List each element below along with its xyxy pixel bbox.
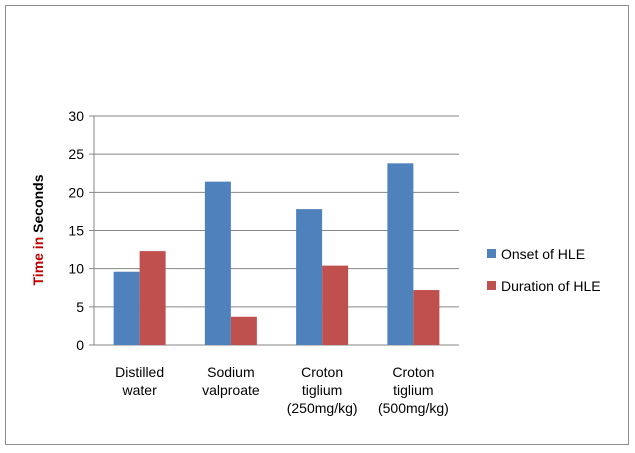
- bar-duration-of-hle: [322, 265, 349, 345]
- chart-frame: [5, 5, 629, 445]
- legend-swatch: [487, 249, 496, 258]
- bar-duration-of-hle: [139, 251, 166, 345]
- x-category-label: Distilled water: [115, 364, 164, 398]
- y-tick-label: 5: [76, 299, 84, 315]
- legend-swatch: [487, 281, 496, 290]
- y-tick-labels: 0 5 10 15 20 25 30: [68, 108, 84, 353]
- y-tick-label: 25: [68, 146, 84, 162]
- y-axis-label-part2: Seconds: [30, 174, 46, 233]
- y-axis-label: Time in Seconds: [30, 174, 46, 285]
- bar-onset-of-hle: [113, 271, 140, 345]
- legend: Onset of HLE Duration of HLE: [487, 246, 601, 294]
- bar-onset-of-hle: [204, 181, 231, 345]
- legend-entry: Duration of HLE: [501, 278, 601, 294]
- x-category-label: Croton tiglium (500mg/kg): [378, 364, 449, 416]
- y-tick-label: 15: [68, 223, 84, 239]
- bars: [113, 163, 440, 345]
- y-tick-label: 10: [68, 261, 84, 277]
- x-category-label: Sodium valproate: [202, 364, 260, 398]
- bar-onset-of-hle: [296, 209, 323, 345]
- y-tick-label: 0: [76, 337, 84, 353]
- y-tick-label: 20: [68, 184, 84, 200]
- bar-onset-of-hle: [387, 163, 414, 345]
- x-category-label: Croton tiglium (250mg/kg): [287, 364, 358, 416]
- y-axis-label-part1: Time in: [30, 237, 46, 286]
- x-category-labels: Distilled water Sodium valproate Croton tigli…: [115, 364, 449, 416]
- bar-duration-of-hle: [413, 290, 440, 345]
- legend-entry: Onset of HLE: [501, 246, 585, 262]
- y-tick-label: 30: [68, 108, 84, 124]
- bar-duration-of-hle: [230, 316, 257, 345]
